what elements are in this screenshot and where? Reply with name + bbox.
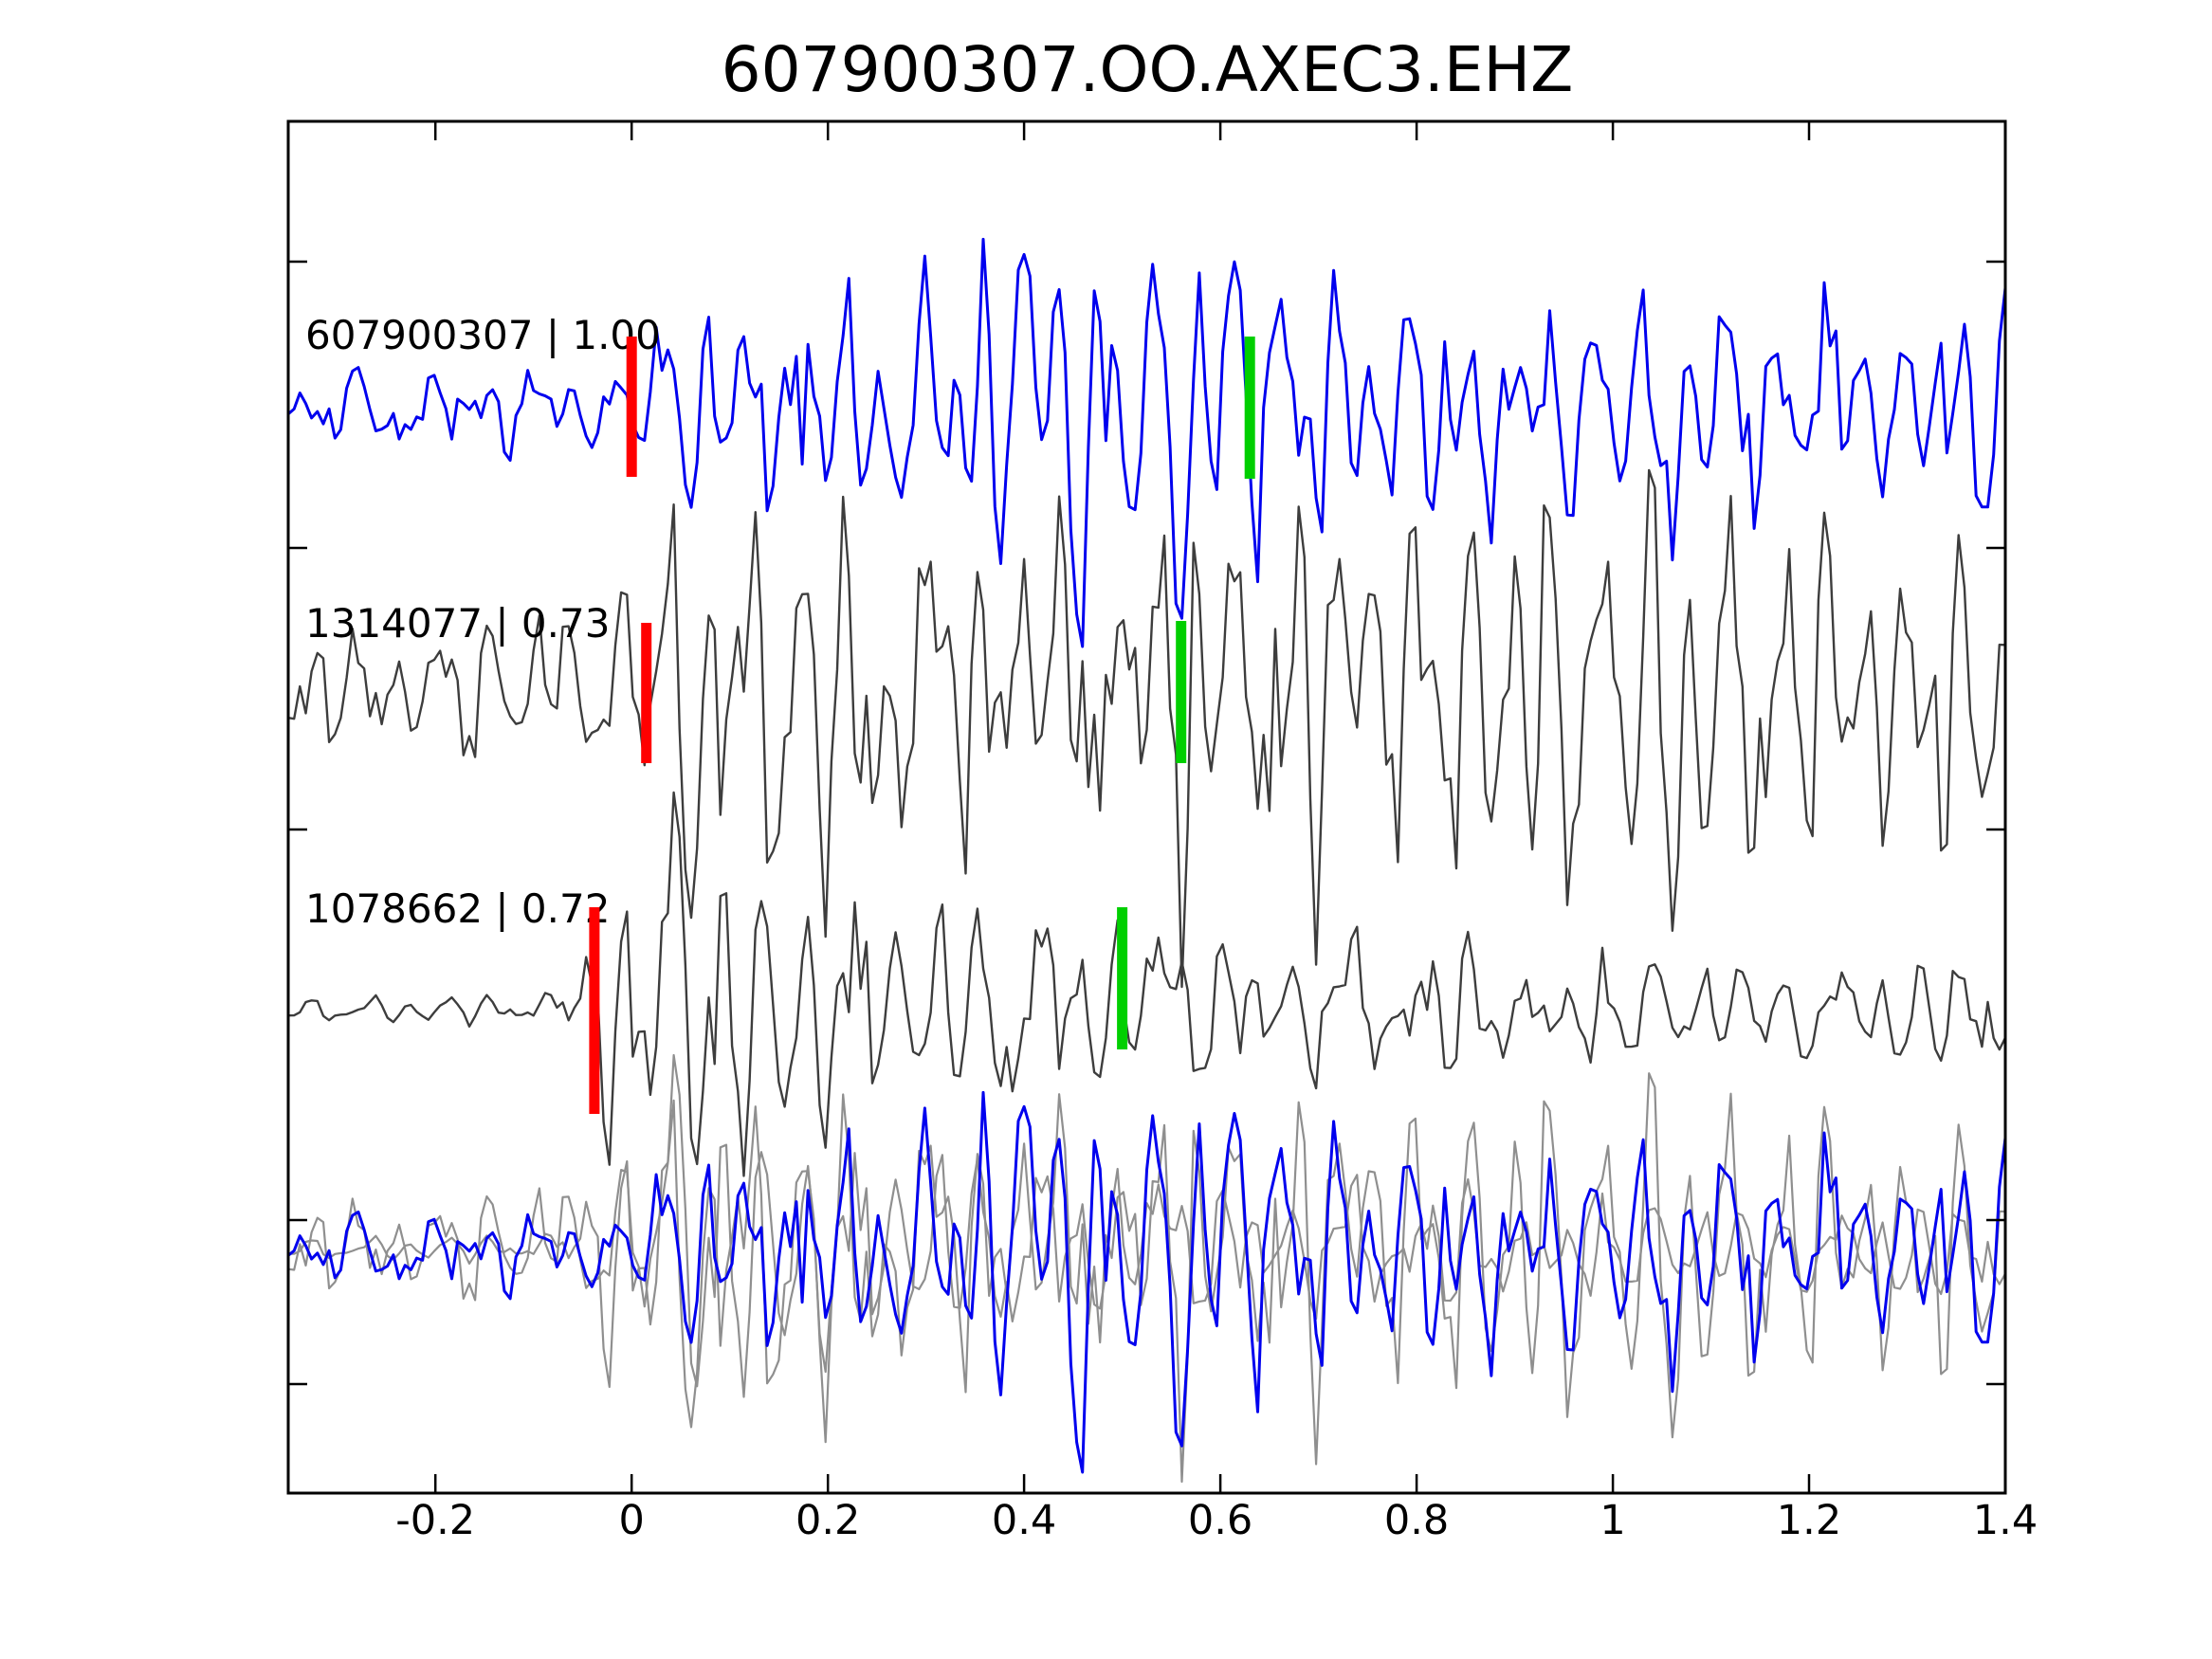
trace-waveform-1314077 bbox=[288, 468, 2005, 989]
x-tick-label: -0.2 bbox=[395, 1497, 475, 1544]
overlay-waveform-607900307 bbox=[288, 1090, 2005, 1474]
trace-label-1314077: 1314077 | 0.73 bbox=[305, 600, 610, 647]
trace-waveform-1078662 bbox=[288, 791, 2005, 1177]
trace-label-1078662: 1078662 | 0.72 bbox=[305, 885, 610, 932]
plot-border bbox=[286, 119, 2007, 1495]
green-pick-marker-1078662 bbox=[1117, 907, 1128, 1049]
green-pick-marker-1314077 bbox=[1176, 621, 1187, 763]
red-pick-marker-1078662 bbox=[589, 907, 600, 1114]
x-tick-label: 0.4 bbox=[992, 1497, 1056, 1544]
x-tick-label: 0 bbox=[619, 1497, 645, 1544]
trace-waveform-607900307 bbox=[288, 237, 2005, 648]
red-pick-marker-1314077 bbox=[641, 623, 652, 763]
pick-markers-layer bbox=[589, 337, 1255, 1114]
x-tick-label: 0.8 bbox=[1384, 1497, 1449, 1544]
green-pick-marker-607900307 bbox=[1244, 337, 1255, 479]
trace-labels-layer: 607900307 | 1.00 1314077 | 0.73 1078662 | … bbox=[305, 312, 661, 932]
waveform-layer bbox=[288, 237, 2005, 1484]
x-tick-label: 1 bbox=[1600, 1497, 1625, 1544]
trace-label-607900307: 607900307 | 1.00 bbox=[305, 312, 661, 358]
red-pick-marker-607900307 bbox=[626, 337, 637, 477]
overlay-waveform-1314077 bbox=[288, 1072, 2005, 1484]
plot-title: 607900307.OO.AXEC3.EHZ bbox=[722, 33, 1574, 106]
overlay-waveform-1078662 bbox=[288, 1053, 2005, 1398]
axes-layer: -0.2 0 0.2 0.4 0.6 0.8 1 1.2 1.4 bbox=[286, 119, 2038, 1544]
x-tick-label: 1.2 bbox=[1777, 1497, 1841, 1544]
x-tick-label: 0.2 bbox=[795, 1497, 860, 1544]
x-tick-label: 1.4 bbox=[1973, 1497, 2038, 1544]
x-tick-label: 0.6 bbox=[1188, 1497, 1252, 1544]
